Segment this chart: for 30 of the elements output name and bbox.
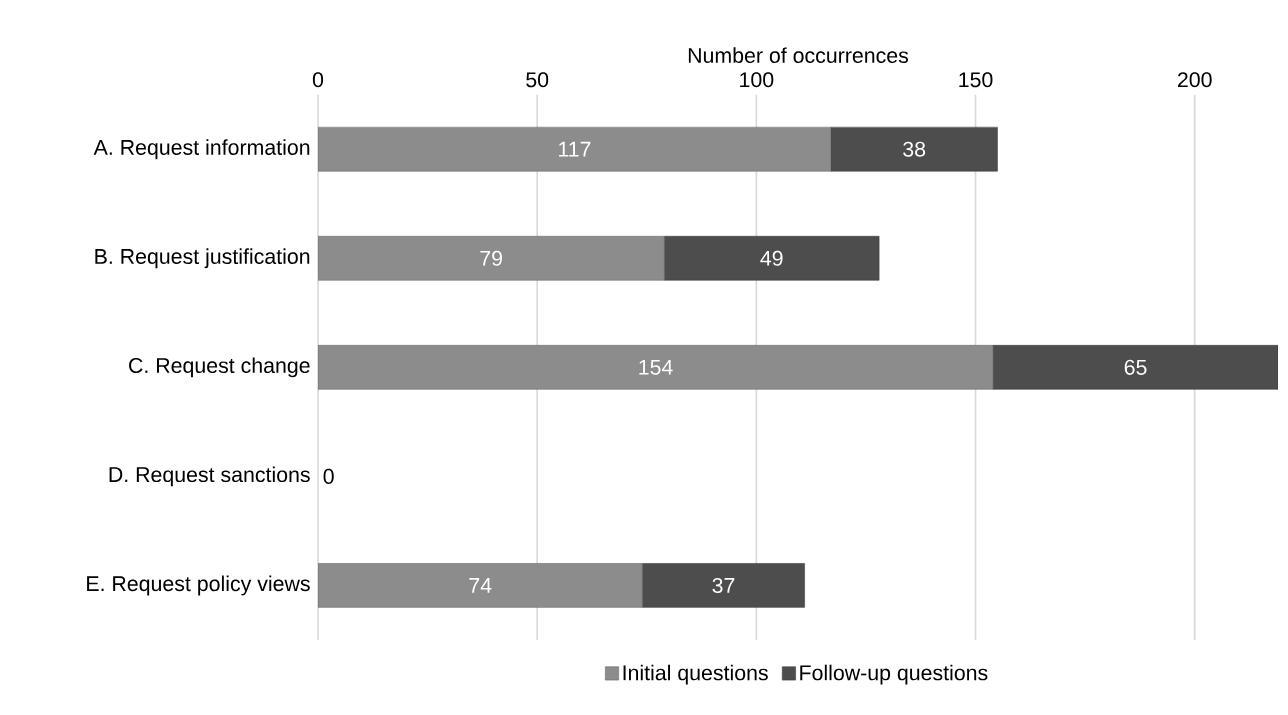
- legend-label: Follow-up questions: [800, 664, 988, 685]
- bar: [318, 563, 643, 608]
- data-label: 154: [639, 360, 673, 375]
- y-tick-label: C. Request change: [129, 357, 310, 378]
- bar: [318, 236, 665, 281]
- x-tick-label: 0: [312, 72, 324, 88]
- bar: [642, 563, 805, 608]
- data-label: 49: [760, 250, 783, 266]
- bar: [318, 345, 994, 390]
- y-tick-label: E. Request policy views: [87, 575, 310, 596]
- x-axis-title: Number of occurrences: [688, 47, 909, 64]
- bar: [664, 236, 880, 281]
- bar: [992, 345, 1278, 390]
- y-tick-label: D. Request sanctions: [109, 466, 310, 487]
- legend-label: Initial questions: [623, 664, 768, 685]
- bar: [830, 127, 998, 172]
- x-tick-label: 200: [1177, 72, 1212, 88]
- bar: [318, 127, 832, 172]
- y-tick-label: B. Request justification: [95, 248, 310, 269]
- data-label: 74: [469, 578, 492, 593]
- data-label: 65: [1124, 359, 1147, 376]
- data-label: 37: [712, 578, 735, 594]
- data-label: 117: [559, 142, 591, 157]
- y-tick-label: A. Request information: [93, 139, 310, 160]
- x-tick-label: 150: [959, 72, 993, 88]
- x-tick-label: 50: [526, 72, 549, 88]
- data-label: 0: [323, 469, 334, 485]
- data-label: 38: [903, 141, 926, 157]
- x-tick-label: 100: [740, 72, 774, 88]
- data-label: 79: [480, 250, 503, 266]
